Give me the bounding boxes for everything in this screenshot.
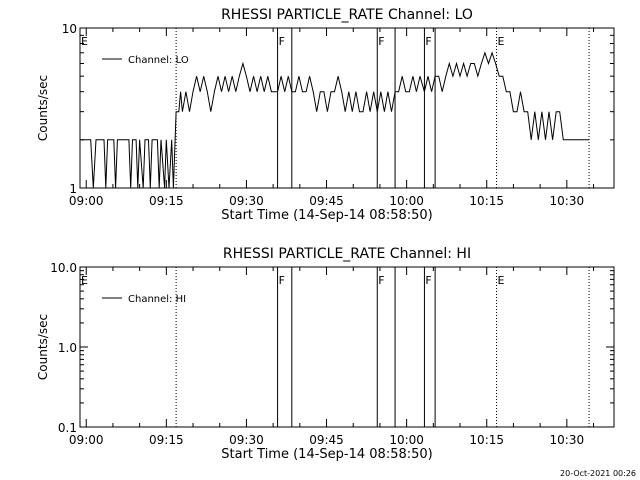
time-marker-label: F [279, 35, 285, 48]
x-tick-label: 10:15 [469, 433, 504, 447]
x-tick-label: 10:00 [389, 433, 424, 447]
y-tick-label: 1 [69, 182, 77, 196]
x-tick-label: 10:30 [550, 433, 585, 447]
x-axis-label: Start Time (14-Sep-14 08:58:50) [221, 208, 432, 223]
y-tick-label: 10.0 [50, 261, 77, 275]
y-axis-label: Counts/sec [36, 75, 50, 141]
chart-title: RHESSI PARTICLE_RATE Channel: HI [223, 246, 471, 262]
time-marker-label: E [81, 274, 88, 287]
time-marker-label: E [498, 35, 505, 48]
plot-frame [79, 266, 615, 428]
lo-channel-panel: RHESSI PARTICLE_RATE Channel: LO 09:00 09:… [36, 7, 615, 223]
time-marker-label: F [425, 274, 431, 287]
x-tick-label: 10:30 [550, 194, 585, 208]
x-tick-label: 09:30 [229, 194, 264, 208]
y-axis-label: Counts/sec [36, 314, 50, 380]
time-marker-label: F [425, 35, 431, 48]
time-marker-label: F [378, 35, 384, 48]
time-marker-label: F [378, 274, 384, 287]
time-marker-label: E [498, 274, 505, 287]
y-tick-label: 10 [62, 22, 77, 36]
time-marker-label: F [279, 274, 285, 287]
y-tick-label: 0.1 [58, 421, 77, 435]
x-tick-label: 10:15 [469, 194, 504, 208]
x-axis-label: Start Time (14-Sep-14 08:58:50) [221, 447, 432, 462]
hi-channel-panel: RHESSI PARTICLE_RATE Channel: HI 09:00 09:… [36, 246, 615, 462]
chart-title: RHESSI PARTICLE_RATE Channel: LO [221, 7, 473, 23]
x-tick-label: 09:15 [149, 194, 184, 208]
x-tick-label: 10:00 [389, 194, 424, 208]
x-tick-label: 09:45 [309, 433, 344, 447]
x-tick-label: 09:15 [149, 433, 184, 447]
time-marker-label: E [81, 35, 88, 48]
footer-date: 20-Oct-2021 00:26 [560, 469, 636, 478]
legend-label: Channel: HI [128, 294, 186, 305]
series-line [80, 51, 590, 189]
plot-frame [79, 27, 615, 189]
x-tick-label: 09:00 [69, 194, 104, 208]
legend-label: Channel: LO [128, 55, 189, 66]
x-tick-label: 09:30 [229, 433, 264, 447]
x-tick-label: 09:45 [309, 194, 344, 208]
y-tick-label: 1.0 [58, 341, 77, 355]
x-tick-label: 09:00 [69, 433, 104, 447]
